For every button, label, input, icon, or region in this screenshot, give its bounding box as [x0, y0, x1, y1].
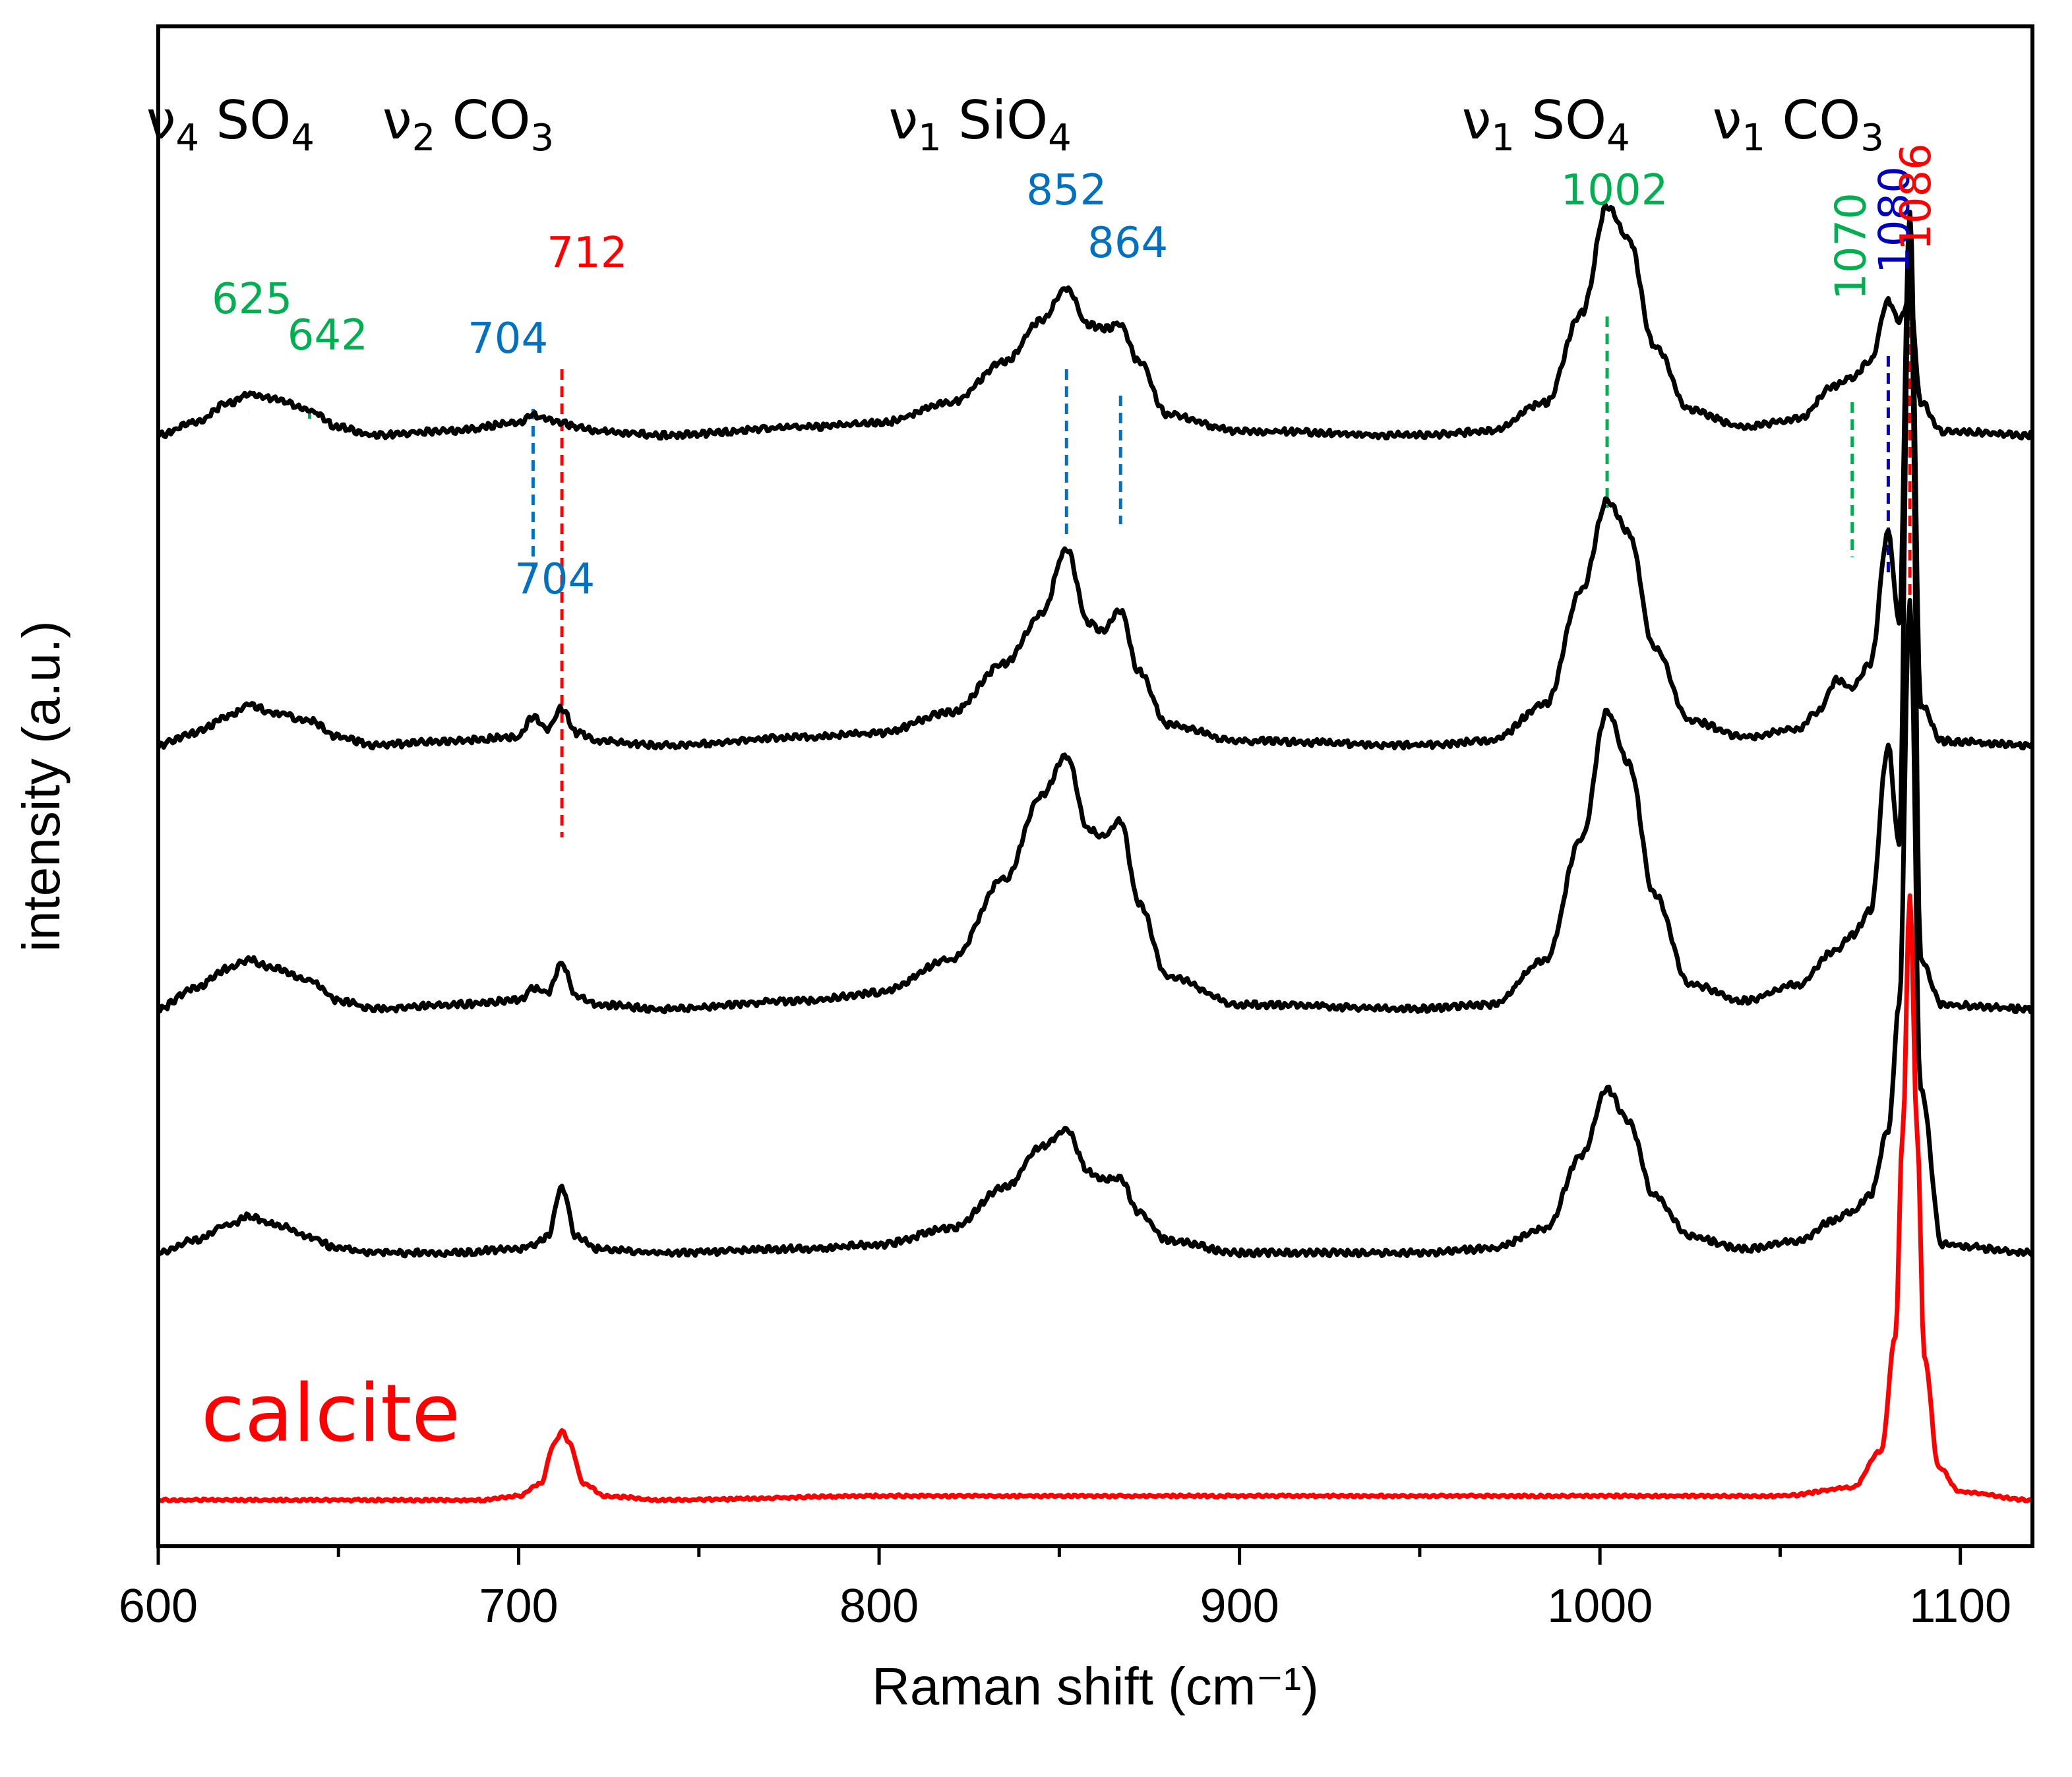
label-part: SiO: [942, 90, 1048, 151]
peak-value-label: 864: [1087, 219, 1168, 268]
y-axis-title: intensity (a.u.): [12, 620, 71, 951]
spectra-series: [156, 202, 2035, 1504]
subscript: 1: [1742, 117, 1765, 160]
subscript: 4: [1606, 117, 1630, 160]
subscript: 4: [1048, 117, 1072, 160]
band-assignment-label: ν2 CO3: [382, 90, 554, 160]
label-part: ν: [1462, 90, 1492, 151]
label-part: ν: [1713, 90, 1742, 151]
spectrum-line: [156, 210, 2035, 751]
spectrum-line: [156, 202, 2034, 441]
x-tick-label: 1000: [1547, 1580, 1653, 1633]
subscript: 1: [1491, 117, 1515, 160]
peak-value-label: 1002: [1561, 166, 1668, 215]
peak-value-label: 625: [212, 275, 292, 324]
label-part: ν: [146, 90, 176, 151]
peak-value-label: 712: [547, 229, 627, 278]
label-part: CO: [1765, 90, 1860, 151]
peak-value-label: 852: [1026, 166, 1107, 215]
band-assignment-label: ν1 SiO4: [888, 90, 1071, 160]
spectrum-line: [158, 231, 2033, 1015]
label-part: CO: [435, 90, 530, 151]
label-part: SO: [1515, 90, 1606, 151]
plot-frame: [156, 24, 2034, 1548]
subscript: 3: [530, 117, 554, 160]
band-assignment-label: ν1 SO4: [1462, 90, 1630, 160]
label-part: ν: [382, 90, 412, 151]
x-tick-label: 700: [479, 1580, 558, 1633]
peak-value-label: 704: [514, 555, 595, 604]
x-tick-label: 1100: [1909, 1580, 2011, 1633]
x-tick-label: 800: [839, 1580, 919, 1633]
spectrum-line: [157, 893, 2034, 1504]
band-group-labels: ν4 SO4 ν2 CO3 ν1 SiO4 ν1 SO4 ν1 CO3: [146, 90, 1884, 160]
peak-value-label: 1080: [1870, 166, 1919, 274]
x-tick-label: 600: [119, 1580, 198, 1633]
subscript: 4: [175, 117, 199, 160]
x-axis-title: Raman shift (cm⁻¹): [872, 1657, 1319, 1716]
band-assignment-label: ν4 SO4: [146, 90, 315, 160]
subscript: 1: [918, 117, 942, 160]
spectrum-line: [156, 597, 2034, 1259]
x-tick-label: 900: [1200, 1580, 1279, 1633]
calcite-series-label: calcite: [201, 1368, 460, 1460]
label-part: ν: [888, 90, 918, 151]
peak-value-label: 642: [288, 311, 368, 360]
band-assignment-label: ν1 CO3: [1713, 90, 1884, 160]
label-part: SO: [199, 90, 291, 151]
peak-value-label: 1086: [1892, 143, 1941, 251]
subscript: 3: [1860, 117, 1884, 160]
subscript: 4: [291, 117, 315, 160]
subscript: 2: [412, 117, 436, 160]
x-axis: 600 700 800 900 1000 1100: [119, 1546, 2011, 1633]
reference-lines: [308, 310, 1912, 837]
peak-value-label: 704: [468, 315, 548, 363]
peak-value-label: 1070: [1827, 193, 1876, 300]
